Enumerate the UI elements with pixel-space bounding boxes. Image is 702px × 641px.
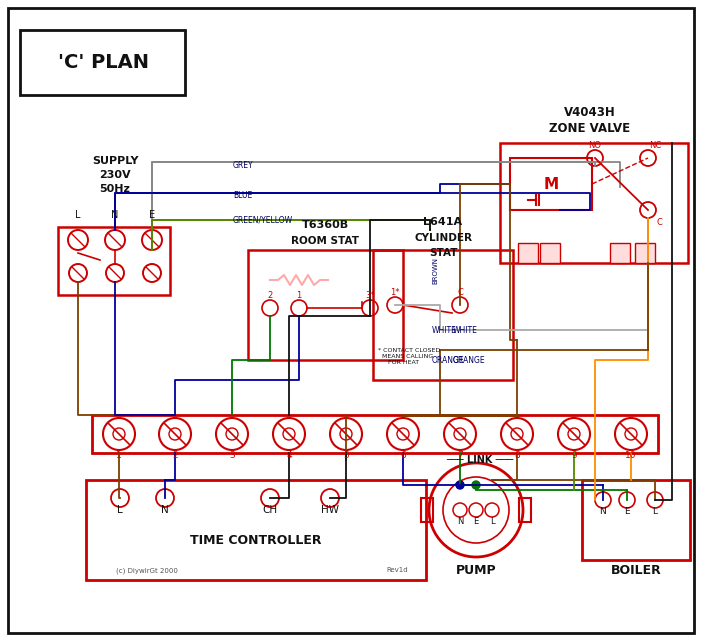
Text: E: E xyxy=(473,517,479,526)
Text: * CONTACT CLOSED
  MEANS CALLING
     FOR HEAT: * CONTACT CLOSED MEANS CALLING FOR HEAT xyxy=(378,348,440,365)
Text: 1: 1 xyxy=(116,451,122,460)
Bar xyxy=(58,227,170,295)
Text: TIME CONTROLLER: TIME CONTROLLER xyxy=(190,533,322,547)
Bar xyxy=(518,243,538,263)
Text: T6360B: T6360B xyxy=(301,220,349,230)
Text: E: E xyxy=(149,210,155,220)
Text: M: M xyxy=(543,176,559,192)
Text: WHITE: WHITE xyxy=(453,326,478,335)
Bar xyxy=(635,243,655,263)
Text: E: E xyxy=(624,508,630,517)
Text: BLUE: BLUE xyxy=(233,190,252,199)
Text: N: N xyxy=(600,508,607,517)
Text: L: L xyxy=(75,210,81,220)
Text: BROWN: BROWN xyxy=(432,256,438,283)
Text: ORANGE: ORANGE xyxy=(432,356,465,365)
Text: STAT: STAT xyxy=(429,248,457,258)
Circle shape xyxy=(456,481,464,489)
Bar xyxy=(500,143,688,263)
Text: NC: NC xyxy=(649,140,661,149)
Bar xyxy=(610,243,630,263)
Text: ROOM STAT: ROOM STAT xyxy=(291,236,359,246)
Text: 8: 8 xyxy=(514,451,520,460)
Text: ─── LINK ───: ─── LINK ─── xyxy=(446,455,514,465)
Text: BOILER: BOILER xyxy=(611,563,661,576)
Text: L: L xyxy=(652,508,658,517)
Text: GREEN/YELLOW: GREEN/YELLOW xyxy=(233,215,293,224)
Text: (c) DiywirGt 2000: (c) DiywirGt 2000 xyxy=(116,567,178,574)
Bar xyxy=(86,480,426,580)
Bar xyxy=(92,415,658,453)
Text: CH: CH xyxy=(263,505,277,515)
Bar xyxy=(519,498,531,522)
Text: L: L xyxy=(117,505,123,515)
Text: 6: 6 xyxy=(400,451,406,460)
Text: 1*: 1* xyxy=(390,288,399,297)
Text: 10: 10 xyxy=(625,451,637,460)
Text: NO: NO xyxy=(588,140,602,149)
Text: 3: 3 xyxy=(229,451,235,460)
Text: N: N xyxy=(161,505,169,515)
Text: ZONE VALVE: ZONE VALVE xyxy=(550,122,630,135)
Circle shape xyxy=(472,481,480,489)
Text: ORANGE: ORANGE xyxy=(453,356,486,365)
Text: CYLINDER: CYLINDER xyxy=(414,233,472,243)
Text: L641A: L641A xyxy=(423,217,463,227)
Text: L: L xyxy=(490,517,494,526)
Text: 3*: 3* xyxy=(365,290,375,299)
Bar xyxy=(540,243,560,263)
Text: 2: 2 xyxy=(172,451,178,460)
Text: HW: HW xyxy=(321,505,339,515)
Text: GREY: GREY xyxy=(233,160,253,169)
Bar xyxy=(421,498,433,522)
Text: C: C xyxy=(656,217,662,226)
Text: 'C' PLAN: 'C' PLAN xyxy=(58,53,149,72)
Bar xyxy=(248,250,403,360)
Text: N: N xyxy=(457,517,463,526)
Bar xyxy=(373,250,513,380)
Text: C: C xyxy=(457,288,463,297)
Bar xyxy=(20,30,185,95)
Text: 9: 9 xyxy=(571,451,577,460)
Text: 2: 2 xyxy=(267,290,272,299)
Text: N: N xyxy=(112,210,119,220)
Text: 5: 5 xyxy=(343,451,349,460)
Text: 7: 7 xyxy=(457,451,463,460)
Bar xyxy=(582,480,690,560)
Bar xyxy=(510,158,592,210)
Text: Rev1d: Rev1d xyxy=(386,567,408,573)
Text: V4043H: V4043H xyxy=(564,106,616,119)
Text: 1: 1 xyxy=(296,290,302,299)
Text: WHITE: WHITE xyxy=(432,326,457,335)
Text: PUMP: PUMP xyxy=(456,563,496,576)
Text: 4: 4 xyxy=(286,451,292,460)
Text: SUPPLY
230V
50Hz: SUPPLY 230V 50Hz xyxy=(92,156,138,194)
